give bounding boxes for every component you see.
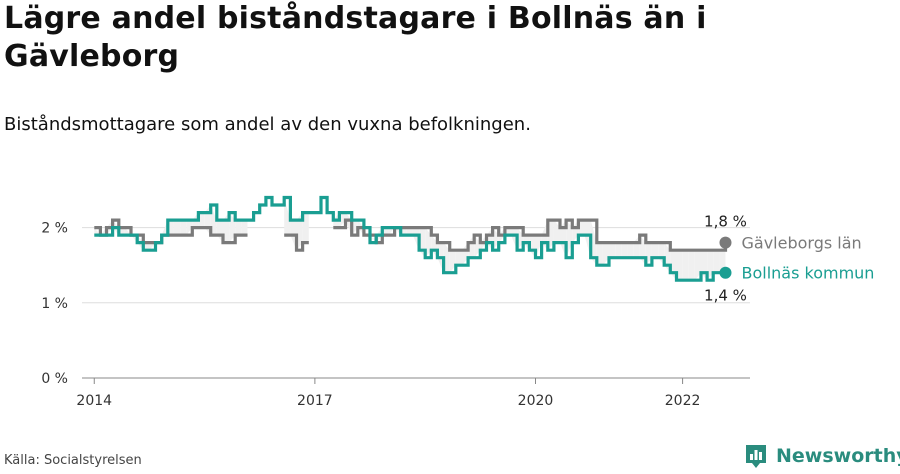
series-gap-fill xyxy=(609,242,616,258)
y-tick-label: 0 % xyxy=(41,371,68,387)
series-labels: Gävleborgs län 1,8 % Bollnäs kommun 1,4 % xyxy=(704,213,874,305)
x-tick-label: 2022 xyxy=(665,393,701,409)
series-gap-fill xyxy=(615,242,622,258)
x-tick-label: 2014 xyxy=(76,393,112,409)
x-axis-ticks: 2014 2017 2020 2022 xyxy=(76,378,700,409)
series-name-label: Bollnäs kommun xyxy=(741,264,874,283)
series-line-bollnas xyxy=(94,195,726,282)
series-end-dot-bollnas xyxy=(719,266,732,279)
series-gap-fill xyxy=(149,242,156,251)
series-end-value-label: 1,4 % xyxy=(704,287,747,305)
series-gap-fill xyxy=(241,220,248,236)
y-tick-label: 2 % xyxy=(41,221,68,237)
chart-title: Lägre andel biståndstagare i Bollnäs än … xyxy=(4,1,707,74)
line-chart: 0 % 1 % 2 % 2014 2017 2020 2022 Gävleborgs lä… xyxy=(41,195,874,409)
y-axis-ticks: 0 % 1 % 2 % xyxy=(41,221,68,387)
series-gap-fill xyxy=(651,242,659,258)
x-tick-label: 2017 xyxy=(297,393,333,409)
brand-logo: Newsworthy xyxy=(744,442,900,470)
series-gap-fill xyxy=(682,250,689,281)
series-gap-fill xyxy=(284,197,291,236)
series-gap-fill xyxy=(124,227,131,236)
series-end-dot-gavleborg xyxy=(719,236,732,249)
series-gap-fill xyxy=(186,220,193,236)
series-name-label: Gävleborgs län xyxy=(741,234,861,253)
newsworthy-logo-icon xyxy=(746,445,766,468)
series-gap-fill xyxy=(180,220,187,236)
source-note: Källa: Socialstyrelsen xyxy=(4,453,142,468)
series-gap-fill xyxy=(621,242,628,258)
series-lines xyxy=(94,195,732,282)
y-tick-label: 1 % xyxy=(41,296,68,312)
chart-subtitle: Biståndsmottagare som andel av den vuxna… xyxy=(4,114,531,135)
series-end-value-label: 1,8 % xyxy=(704,213,747,231)
series-gap-fill xyxy=(235,220,242,236)
series-gap-fill xyxy=(688,250,695,281)
series-gap-fill xyxy=(455,250,462,266)
series-gap-fill xyxy=(173,220,181,236)
series-gap-fill xyxy=(713,250,720,273)
brand-name: Newsworthy xyxy=(776,445,900,467)
series-gap-fill xyxy=(627,242,634,258)
series-gap-fill xyxy=(406,227,413,236)
x-tick-label: 2020 xyxy=(518,393,554,409)
